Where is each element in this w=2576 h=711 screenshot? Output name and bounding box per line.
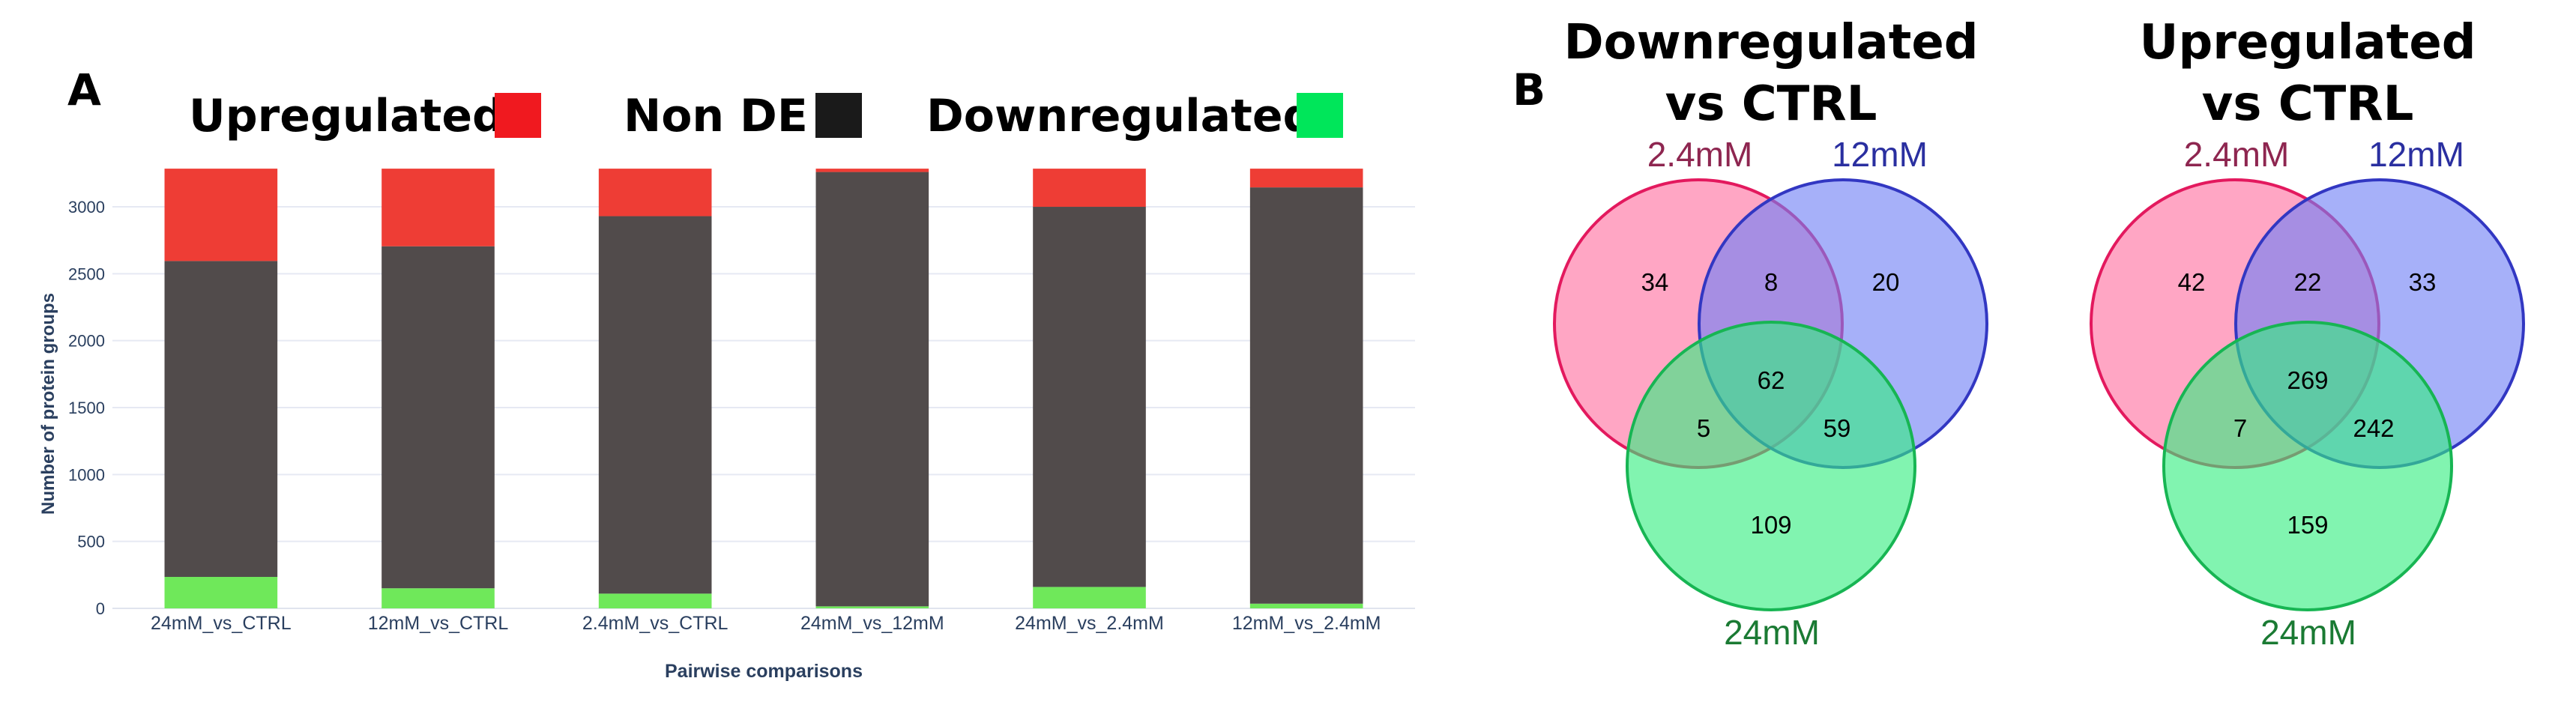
venn-2-region-b: 33 (2409, 268, 2437, 296)
venn-1-set-label-1: 12mM (1832, 135, 1928, 174)
bar-upregulated-1 (381, 169, 495, 246)
venn-1-region-ab: 8 (1764, 268, 1778, 296)
venn-2-set-label-0: 2.4mM (2184, 135, 2290, 174)
x-tick-label-5: 12mM_vs_2.4mM (1232, 613, 1381, 634)
bar-downregulated-3 (815, 606, 929, 608)
legend-label-0: Upregulated (189, 90, 504, 142)
venn-1-region-c: 109 (1750, 511, 1791, 539)
bar-upregulated-5 (1249, 169, 1363, 188)
y-axis-title: Number of protein groups (38, 293, 58, 515)
bar-downregulated-1 (381, 588, 495, 608)
bar-upregulated-4 (1033, 169, 1146, 208)
bar-downregulated-4 (1033, 587, 1146, 608)
x-tick-label-4: 24mM_vs_2.4mM (1015, 613, 1164, 634)
x-tick-label-0: 24mM_vs_CTRL (151, 613, 292, 634)
venn-2-region-ab: 22 (2294, 268, 2322, 296)
y-tick-label-6: 3000 (68, 198, 105, 217)
venn-2-region-ac: 7 (2233, 414, 2247, 442)
venn-1-region-b: 20 (1872, 268, 1900, 296)
venn-2-circle-24mm (2162, 321, 2453, 611)
venn-1-region-ac: 5 (1697, 414, 1710, 442)
panel-b-label: B (1512, 64, 1545, 115)
venn-2-region-a: 42 (2178, 268, 2206, 296)
y-tick-label-5: 2500 (68, 264, 105, 283)
venn-2-set-label-2: 24mM (2260, 613, 2356, 652)
stacked-bar-chart: 0 500 1000 1500 2000 2500 3000 24mM_vs_CTRL 12mM… (38, 169, 1415, 682)
venn-1-region-bc: 59 (1824, 414, 1851, 442)
venn-2-region-abc: 269 (2287, 366, 2328, 394)
bar-downregulated-5 (1249, 603, 1363, 608)
legend: Upregulated Non DE Downregulated (189, 90, 1343, 142)
bar-upregulated-3 (815, 169, 929, 172)
y-tick-label-1: 500 (77, 533, 105, 551)
panel-a-label: A (67, 64, 101, 115)
y-tick-label-3: 1500 (68, 399, 105, 417)
venn-2-title-line-1: Upregulated (2139, 15, 2476, 70)
x-axis-title: Pairwise comparisons (665, 661, 863, 682)
bar-non-de-0 (164, 261, 278, 578)
x-tick-label-2: 2.4mM_vs_CTRL (582, 613, 729, 634)
venn-1-set-label-2: 24mM (1724, 613, 1820, 652)
venn-1-region-a: 34 (1641, 268, 1669, 296)
venn-1-set-label-0: 2.4mM (1647, 135, 1753, 174)
legend-swatch-1 (815, 93, 862, 138)
bar-downregulated-2 (598, 593, 712, 608)
legend-label-2: Downregulated (926, 90, 1315, 142)
venn-2-region-c: 159 (2287, 511, 2328, 539)
legend-label-1: Non DE (624, 90, 808, 142)
venn-2-region-bc: 242 (2353, 414, 2394, 442)
bar-non-de-1 (381, 246, 495, 589)
bar-upregulated-2 (598, 169, 712, 217)
y-tick-label-2: 1000 (68, 465, 105, 484)
venn-2-title-line-2: vs CTRL (2202, 76, 2414, 132)
venn-1-circle-24mm (1626, 321, 1916, 611)
venn-1-region-abc: 62 (1758, 366, 1785, 394)
bar-upregulated-0 (164, 169, 278, 261)
bar-non-de-2 (598, 216, 712, 594)
legend-swatch-2 (1297, 93, 1343, 138)
y-tick-label-0: 0 (96, 599, 105, 618)
x-tick-label-3: 24mM_vs_12mM (800, 613, 944, 634)
y-tick-label-4: 2000 (68, 332, 105, 351)
x-tick-label-1: 12mM_vs_CTRL (368, 613, 509, 634)
bar-non-de-3 (815, 172, 929, 607)
bar-downregulated-0 (164, 577, 278, 608)
bar-non-de-5 (1249, 187, 1363, 604)
venn-1-title-line-1: Downregulated (1563, 15, 1978, 70)
venn-2-set-label-1: 12mM (2368, 135, 2464, 174)
venn-1-title-line-2: vs CTRL (1665, 76, 1877, 132)
bar-non-de-4 (1033, 207, 1146, 587)
legend-swatch-0 (495, 93, 541, 138)
